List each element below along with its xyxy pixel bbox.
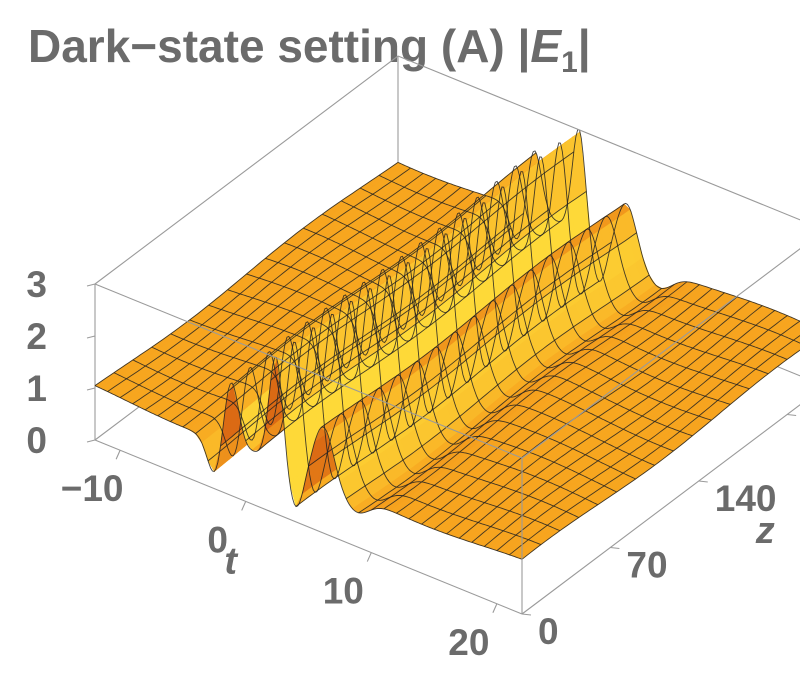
plot-box-front — [94, 55, 800, 615]
title-subscript: 1 — [561, 46, 578, 79]
tick-mark-t — [492, 603, 498, 613]
title-prefix: Dark−state setting (A) | — [28, 20, 530, 72]
axis-label-z: z — [755, 510, 775, 552]
tick-mark-height — [86, 283, 96, 287]
axis-label-t: t — [224, 540, 238, 582]
tick-label-z: 70 — [626, 545, 667, 586]
tick-mark-z — [521, 613, 532, 616]
surface-patch — [795, 342, 800, 348]
surface-mesh — [94, 129, 800, 560]
tick-mark-t — [115, 450, 121, 460]
chart-title: Dark−state setting (A) |E1| — [28, 20, 591, 79]
box-edge-top-left — [94, 55, 399, 285]
box-edge-top-front — [94, 283, 523, 459]
tick-mark-height — [86, 387, 96, 391]
tick-label-z: 0 — [538, 611, 559, 652]
tick-label-height: 3 — [26, 264, 47, 305]
tick-label-t: −10 — [61, 468, 124, 509]
box-edge-right-bottom — [521, 404, 800, 615]
tick-label-height: 1 — [26, 368, 47, 409]
mesh-line-z — [397, 129, 800, 322]
tick-label-t: 0 — [207, 519, 228, 560]
box-edge-top-right — [521, 248, 800, 459]
tick-label-t: 10 — [323, 571, 364, 612]
box-edge-front-bottom — [94, 439, 523, 615]
title-variable: E — [530, 20, 562, 72]
tick-label-t: 20 — [448, 622, 489, 663]
tick-mark-t — [366, 552, 372, 562]
title-suffix: | — [578, 20, 591, 72]
tick-mark-height — [86, 335, 96, 339]
tick-mark-z — [610, 546, 620, 550]
tick-label-z: 140 — [715, 478, 777, 519]
tick-mark-t — [241, 501, 247, 511]
tick-mark-z — [698, 480, 708, 483]
tick-label-height: 2 — [26, 316, 47, 357]
tick-label-height: 0 — [26, 420, 47, 461]
tick-mark-height — [86, 439, 96, 443]
box-edge-top-back — [397, 55, 800, 221]
tick-mark-z — [787, 413, 797, 417]
